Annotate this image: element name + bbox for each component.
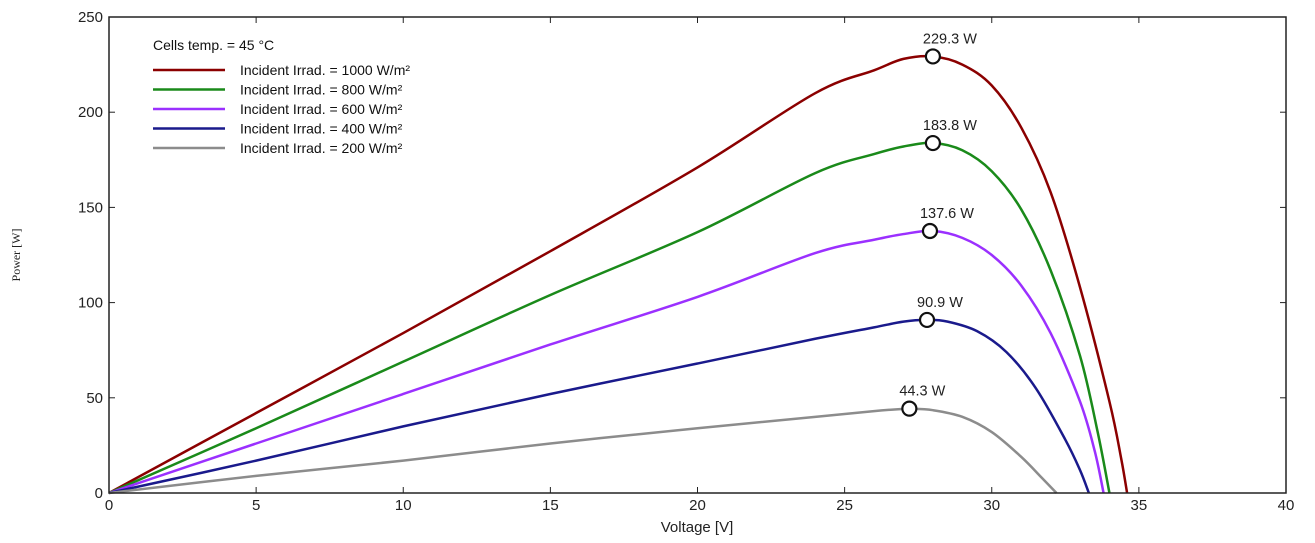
y-tick-label: 50 [86,390,103,407]
legend: Cells temp. = 45 °C Incident Irrad. = 10… [153,37,410,156]
mpp-label: 137.6 W [920,206,974,222]
series-line [108,407,1058,495]
x-tick-label: 10 [395,497,412,514]
y-tick-label: 100 [78,295,103,312]
series-line [108,318,1091,495]
series-lines [108,54,1129,495]
y-tick-label: 0 [95,485,103,502]
x-tick-label: 40 [1278,497,1295,514]
axis-ticks [108,16,1287,494]
y-tick-label: 200 [78,104,103,121]
x-tick-label: 20 [689,497,706,514]
mpp-label: 229.3 W [923,31,977,47]
mpp-markers: 229.3 W 183.8 W 137.6 W 90.9 W 44.3 W [899,31,977,417]
x-tick-label: 15 [542,497,559,514]
mpp-marker [924,134,942,152]
mpp-marker [918,311,936,329]
mpp-marker [921,222,939,240]
mpp-label: 90.9 W [917,295,963,311]
y-axis-title: Power [W] [9,229,23,282]
x-tick-label: 30 [983,497,1000,514]
series-line [108,229,1105,495]
x-tick-label: 5 [252,497,260,514]
mpp-marker [924,48,942,65]
legend-item-label: Incident Irrad. = 1000 W/m² [240,62,410,78]
series-line [108,54,1129,495]
x-tick-label: 25 [836,497,853,514]
axis-tick-labels: 0 5 10 15 20 25 30 35 40 0 50 100 150 200 250 [78,9,1294,514]
legend-item-label: Incident Irrad. = 400 W/m² [240,121,403,137]
mpp-marker [901,400,918,417]
x-axis-title: Voltage [V] [661,519,734,536]
y-tick-label: 150 [78,199,103,216]
mpp-label: 44.3 W [899,384,945,400]
series-line [108,141,1111,495]
legend-item-label: Incident Irrad. = 800 W/m² [240,82,403,98]
legend-title: Cells temp. = 45 °C [153,37,274,53]
legend-item-label: Incident Irrad. = 600 W/m² [240,101,403,117]
legend-item-label: Incident Irrad. = 200 W/m² [240,140,403,156]
x-tick-label: 0 [105,497,113,514]
mpp-label: 183.8 W [923,118,977,134]
x-tick-label: 35 [1131,497,1148,514]
y-tick-label: 250 [78,9,103,26]
